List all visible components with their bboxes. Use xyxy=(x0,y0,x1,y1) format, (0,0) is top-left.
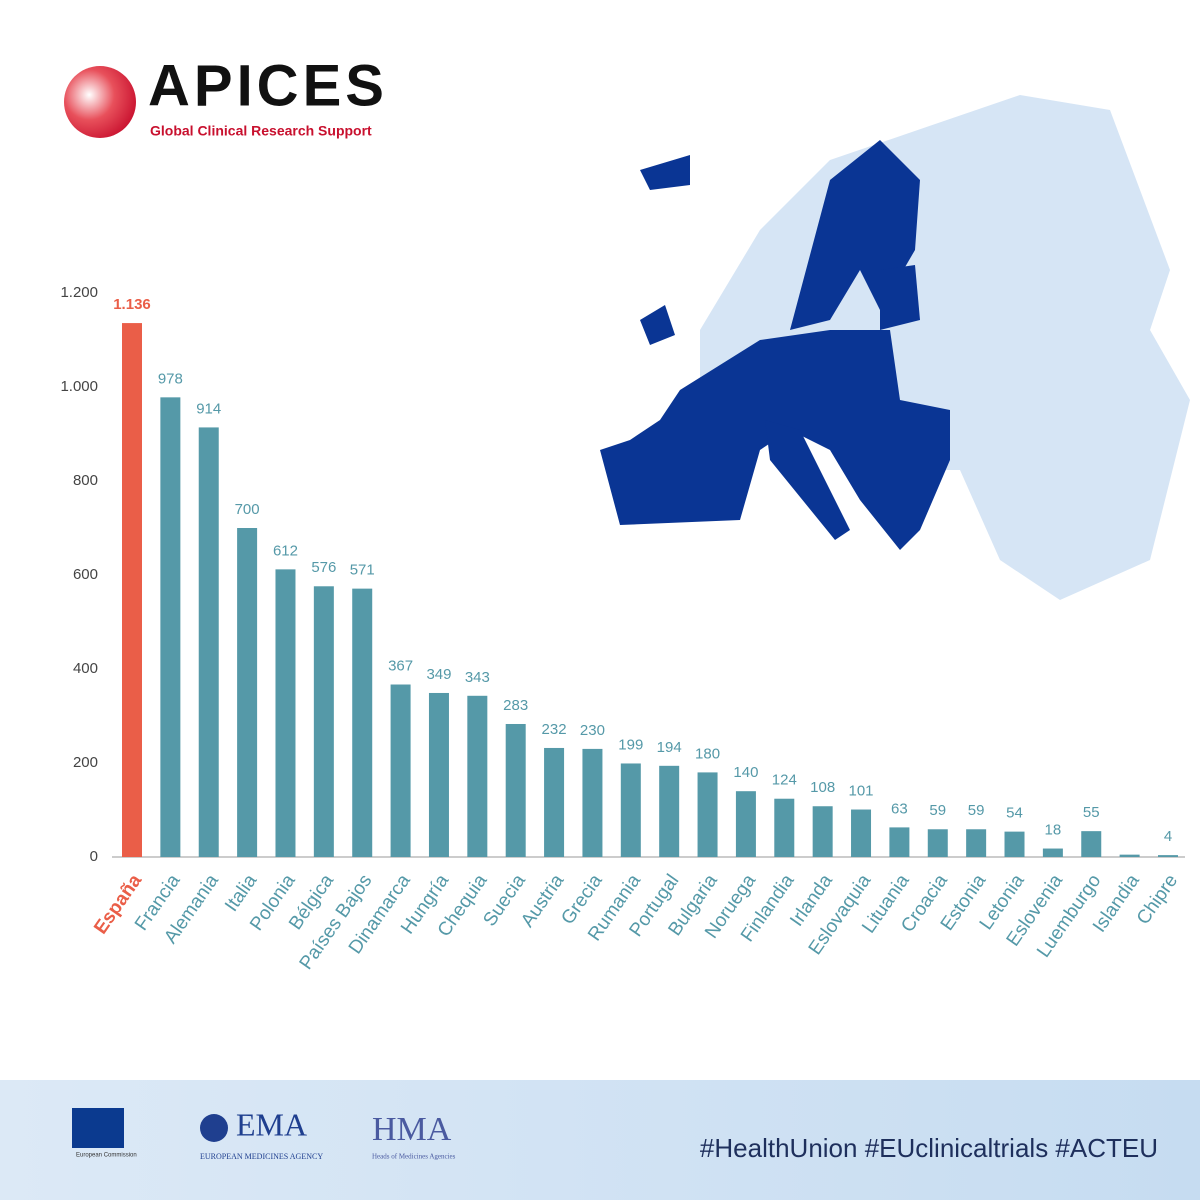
value-label: 367 xyxy=(388,657,413,674)
brand: APICES xyxy=(148,53,388,118)
europe-map xyxy=(600,95,1190,600)
value-label: 343 xyxy=(465,669,490,686)
bar xyxy=(927,829,948,857)
y-tick-label: 200 xyxy=(73,754,98,771)
value-label: 140 xyxy=(733,764,758,781)
value-label: 232 xyxy=(542,721,567,738)
ec-label: European Commission xyxy=(76,1153,137,1159)
value-label: 194 xyxy=(657,739,682,756)
ema-icon xyxy=(200,1114,228,1142)
footer-band xyxy=(0,1080,1200,1200)
bar xyxy=(428,692,449,857)
value-label: 1.136 xyxy=(113,296,151,313)
bar xyxy=(1081,831,1102,857)
value-label: 124 xyxy=(772,772,797,789)
value-label: 59 xyxy=(968,802,985,819)
value-label: 180 xyxy=(695,745,720,762)
bar xyxy=(275,569,296,857)
value-label: 612 xyxy=(273,542,298,559)
value-label: 108 xyxy=(810,779,835,796)
tagline: Global Clinical Research Support xyxy=(150,123,372,139)
bar xyxy=(620,763,641,857)
value-label: 63 xyxy=(891,800,908,817)
bar xyxy=(544,747,565,857)
bar xyxy=(659,765,680,857)
bar xyxy=(582,748,603,857)
value-label: 283 xyxy=(503,697,528,714)
bar xyxy=(1004,831,1025,857)
y-tick-label: 0 xyxy=(90,848,98,865)
bar xyxy=(774,798,795,857)
y-tick-label: 1.000 xyxy=(60,378,98,395)
ema-full: EUROPEAN MEDICINES AGENCY xyxy=(200,1152,323,1161)
value-label: 700 xyxy=(235,501,260,518)
bar xyxy=(889,827,910,857)
value-label: 101 xyxy=(849,782,874,799)
bar xyxy=(966,829,987,857)
eu-flag xyxy=(72,1108,124,1148)
value-label: 230 xyxy=(580,722,605,739)
logo-ball xyxy=(64,66,136,138)
value-label: 59 xyxy=(929,802,946,819)
value-label: 54 xyxy=(1006,805,1023,822)
bar xyxy=(505,723,526,857)
y-tick-label: 1.200 xyxy=(60,284,98,301)
ema-logo: EMA xyxy=(236,1106,307,1142)
value-label: 349 xyxy=(426,666,451,683)
bar xyxy=(352,588,373,857)
bar xyxy=(160,397,181,857)
value-label: 914 xyxy=(196,400,221,417)
y-tick-label: 400 xyxy=(73,660,98,677)
bar xyxy=(467,695,488,857)
y-tick-label: 800 xyxy=(73,472,98,489)
bar xyxy=(1042,848,1063,857)
bar xyxy=(198,427,219,857)
bar xyxy=(851,809,872,857)
hashtags: #HealthUnion #EUclinicaltrials #ACTEU xyxy=(700,1133,1158,1163)
bar xyxy=(697,772,718,857)
value-label: 199 xyxy=(618,736,643,753)
bar xyxy=(313,586,334,857)
value-label: 4 xyxy=(1164,828,1172,845)
hma-full: Heads of Medicines Agencies xyxy=(372,1153,456,1161)
value-label: 18 xyxy=(1045,822,1062,839)
x-tick-label: Chipre xyxy=(1133,871,1182,929)
value-label: 571 xyxy=(350,562,375,579)
value-label: 576 xyxy=(311,559,336,576)
y-tick-label: 600 xyxy=(73,566,98,583)
bar xyxy=(812,806,833,857)
bar xyxy=(390,684,411,857)
value-label: 978 xyxy=(158,370,183,387)
bar xyxy=(1157,855,1178,857)
bar xyxy=(122,323,142,858)
bar xyxy=(735,791,756,857)
value-label: 55 xyxy=(1083,804,1100,821)
bar xyxy=(237,528,258,857)
bar xyxy=(1119,854,1140,857)
hma-logo: HMA xyxy=(372,1111,452,1148)
